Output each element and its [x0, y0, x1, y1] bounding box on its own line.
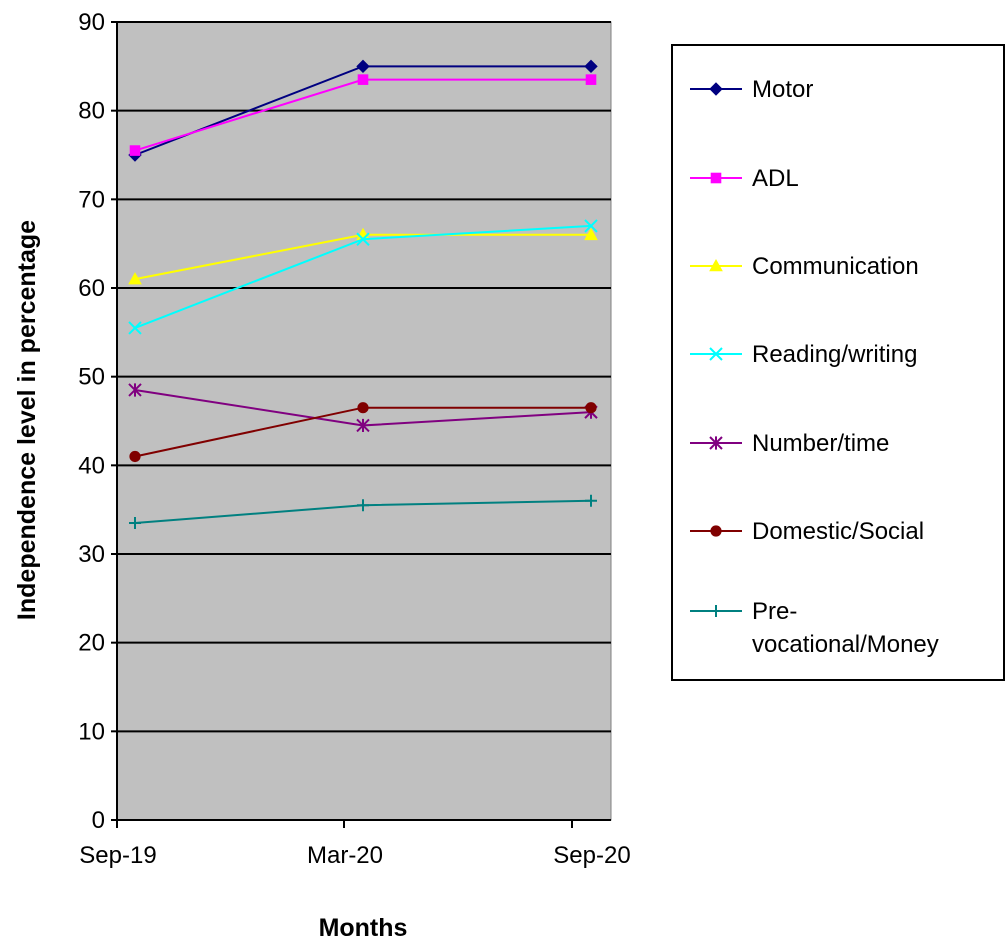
x-axis-title: Months: [319, 914, 408, 942]
legend-marker: [710, 525, 722, 537]
legend-marker: [710, 605, 722, 617]
series-adl: [129, 74, 597, 156]
legend-marker: [709, 347, 723, 361]
y-tick-label: 90: [78, 9, 105, 36]
x-tick-label: Sep-19: [79, 842, 156, 869]
y-tick-label: 10: [78, 718, 105, 745]
data-point: [129, 516, 141, 529]
y-tick-label: 0: [92, 807, 105, 834]
y-axis-title: Independence level in percentage: [13, 220, 41, 620]
data-point: [357, 74, 369, 85]
data-point: [357, 499, 369, 512]
legend-item: Pre-vocational/Money: [690, 598, 939, 658]
series-reading-writing: [128, 219, 598, 335]
legend-marker: [709, 82, 723, 96]
y-tick-label: 60: [78, 275, 105, 302]
y-tick-label: 30: [78, 541, 105, 568]
legend-label: Reading/writing: [752, 341, 917, 368]
y-tick-label: 40: [78, 452, 105, 479]
legend-label: Number/time: [752, 430, 889, 457]
legend-marker: [709, 258, 723, 272]
axes: 0 10 20 30 40 50 60 70 80 90 Sep-19 Mar-20 Sep-20: [78, 9, 630, 869]
legend-label: ADL: [752, 165, 799, 192]
legend-marker: [710, 172, 722, 184]
y-tick-label: 50: [78, 364, 105, 391]
data-point: [128, 321, 142, 335]
data-point: [585, 74, 597, 85]
data-point: [584, 59, 598, 74]
data-point: [584, 227, 598, 241]
data-point: [357, 402, 369, 414]
data-point: [128, 272, 142, 285]
legend-item: Reading/writing: [690, 341, 917, 368]
data-point: [585, 494, 597, 507]
data-point: [128, 383, 142, 397]
y-tick-label: 20: [78, 630, 105, 657]
series-domestic-social: [129, 402, 597, 463]
legend-box: [671, 44, 1005, 681]
series-layer: [128, 59, 598, 529]
data-point: [356, 418, 370, 433]
data-point: [356, 59, 370, 74]
data-point: [129, 145, 141, 156]
legend-label: Motor: [752, 76, 813, 103]
gridlines: [117, 21, 611, 733]
x-tick-label: Mar-20: [307, 842, 383, 869]
legend-item: Communication: [690, 253, 919, 280]
data-point: [356, 232, 370, 246]
series-pre-vocational-money: [129, 494, 597, 529]
series-motor: [128, 59, 598, 162]
data-point: [129, 450, 141, 463]
legend-item: Domestic/Social: [690, 518, 924, 545]
x-tick-label: Sep-20: [553, 842, 630, 869]
legend-item: ADL: [690, 165, 799, 192]
legend-marker: [709, 436, 723, 450]
y-tick-label: 70: [78, 186, 105, 213]
legend-item: Number/time: [690, 430, 889, 457]
legend-label: Pre-vocational/Money: [752, 598, 939, 658]
data-point: [584, 219, 598, 233]
legend-label: Communication: [752, 253, 919, 280]
legend: Motor ADL Communication Reading/writing Numb…: [671, 44, 1005, 681]
legend-label: Domestic/Social: [752, 518, 924, 545]
legend-item: Motor: [690, 76, 813, 103]
y-tick-label: 80: [78, 98, 105, 125]
data-point: [585, 402, 597, 414]
